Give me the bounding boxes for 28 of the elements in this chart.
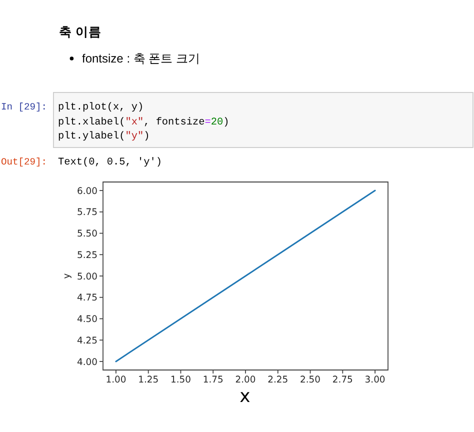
- annotation: plt.plot(x, y): [58, 102, 144, 114]
- ytick: 5.50: [77, 228, 98, 240]
- annotation: Text(0, 0.5, 'y'): [58, 158, 162, 168]
- annotation: Out[29]:: [1, 156, 48, 168]
- ytick: 6.00: [77, 186, 98, 197]
- ytick: 4.75: [77, 292, 98, 304]
- title: 축 이름: [59, 25, 102, 39]
- annotation: In [29]:: [1, 102, 48, 112]
- xtick: 2.75: [332, 374, 353, 386]
- ytick: 5.00: [77, 271, 98, 282]
- annotation: plt.xlabel("x", fontsize=20): [58, 117, 230, 128]
- xtick: 2.00: [235, 374, 256, 386]
- xtick: 2.25: [268, 374, 288, 386]
- xtick: 1.00: [106, 374, 126, 386]
- xlabel: x: [240, 386, 250, 407]
- annotation: plt.ylabel("y"): [58, 131, 150, 142]
- ylabel: y: [62, 273, 72, 279]
- ytick: 5.25: [77, 250, 98, 261]
- ytick: 4.25: [77, 335, 98, 346]
- xtick: 1.25: [138, 374, 159, 386]
- subtitle: fontsize : 축 폰트 크기: [82, 52, 200, 66]
- xtick: 1.50: [170, 374, 191, 386]
- xtick: 1.75: [202, 374, 224, 386]
- ytick: 4.00: [77, 356, 98, 368]
- ytick: 4.50: [77, 314, 98, 326]
- ytick: 5.75: [77, 207, 98, 218]
- xtick: 3.00: [364, 374, 386, 386]
- xtick: 2.50: [300, 374, 320, 386]
